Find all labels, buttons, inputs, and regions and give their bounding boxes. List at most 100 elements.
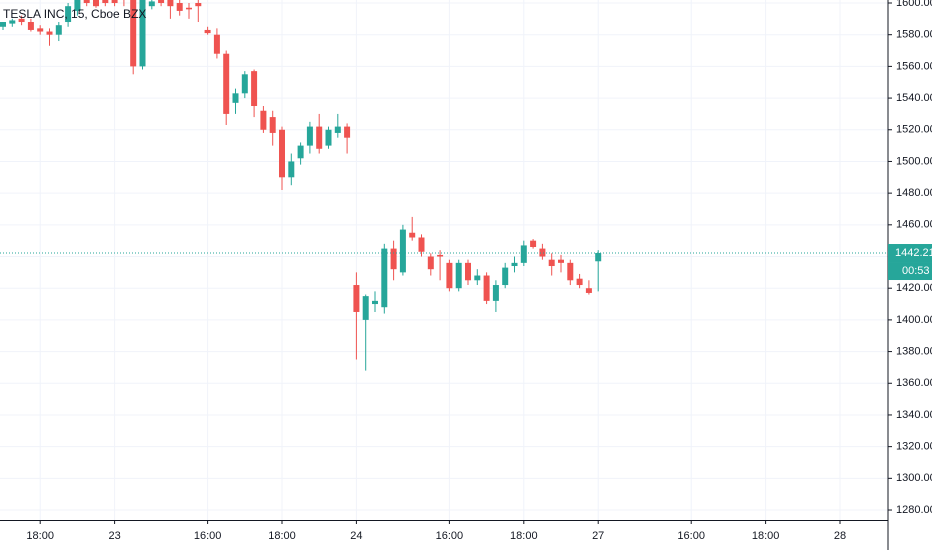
candle-body bbox=[65, 6, 72, 23]
candle-body bbox=[195, 3, 202, 7]
candle-body bbox=[232, 93, 239, 103]
x-tick-label: 16:00 bbox=[194, 530, 222, 542]
candle-body bbox=[344, 126, 351, 138]
x-tick-label: 18:00 bbox=[510, 530, 538, 542]
candle-body bbox=[567, 262, 574, 281]
last-price-box bbox=[888, 244, 932, 263]
candle-body bbox=[353, 285, 360, 312]
y-tick-label: 1340.00 bbox=[896, 409, 932, 421]
y-tick-label: 1420.00 bbox=[896, 282, 932, 294]
candle-body bbox=[483, 275, 490, 301]
x-tick-label: 24 bbox=[350, 530, 362, 542]
candle-body bbox=[492, 285, 499, 301]
candle-body bbox=[83, 0, 90, 4]
candle-body bbox=[520, 245, 527, 263]
candle-body bbox=[418, 237, 425, 252]
y-tick-label: 1280.00 bbox=[896, 504, 932, 516]
candle-body bbox=[381, 248, 388, 308]
y-tick-label: 1520.00 bbox=[896, 124, 932, 136]
chart-title: TESLA INC, 15, Cboe BZX bbox=[3, 7, 146, 21]
candle-body bbox=[130, 0, 137, 67]
x-tick-label: 16:00 bbox=[677, 530, 705, 542]
countdown-box bbox=[888, 262, 932, 281]
candle-body bbox=[455, 262, 462, 289]
candle-body bbox=[158, 0, 165, 4]
candle-body bbox=[148, 1, 155, 7]
y-tick-label: 1400.00 bbox=[896, 314, 932, 326]
candles bbox=[0, 0, 602, 371]
candle-body bbox=[511, 262, 518, 267]
candle-body bbox=[55, 25, 62, 35]
y-tick-label: 1560.00 bbox=[896, 60, 932, 72]
y-tick-label: 1320.00 bbox=[896, 441, 932, 453]
candle-body bbox=[288, 161, 295, 178]
candle-body bbox=[372, 300, 378, 305]
candle-body bbox=[269, 117, 276, 133]
candle-body bbox=[306, 126, 313, 146]
candle-body bbox=[474, 275, 481, 281]
candle-body bbox=[251, 71, 258, 106]
candle-body bbox=[167, 0, 174, 7]
grid bbox=[0, 0, 888, 520]
candle-body bbox=[409, 232, 416, 238]
candle-body bbox=[46, 31, 53, 35]
y-tick-label: 1460.00 bbox=[896, 219, 932, 231]
candle-body bbox=[316, 126, 323, 149]
candle-body bbox=[213, 34, 220, 54]
candle-body bbox=[139, 0, 146, 67]
candle-body bbox=[362, 296, 369, 320]
y-tick-label: 1480.00 bbox=[896, 187, 932, 199]
candle-body bbox=[74, 0, 81, 11]
axes: 1280.00 1300.00 1320.00 1340.00 1360.00 1380.… bbox=[26, 0, 932, 542]
candle-body bbox=[576, 278, 583, 286]
candle-body bbox=[334, 126, 341, 133]
candle-body bbox=[530, 240, 537, 248]
y-tick-label: 1600.00 bbox=[896, 0, 932, 9]
candle-body bbox=[279, 129, 285, 178]
countdown-label: 00:53 bbox=[902, 265, 930, 277]
x-tick-label: 18:00 bbox=[752, 530, 780, 542]
candle-body bbox=[18, 18, 25, 23]
candle-body bbox=[176, 3, 183, 11]
candle-body bbox=[241, 74, 248, 94]
x-tick-label: 23 bbox=[108, 530, 120, 542]
last-price-label: 1442.21 bbox=[895, 247, 932, 259]
candle-body bbox=[102, 0, 109, 4]
candle-body bbox=[223, 53, 230, 114]
candle-body bbox=[9, 20, 16, 24]
x-tick-label: 18:00 bbox=[26, 530, 54, 542]
x-tick-label: 27 bbox=[592, 530, 604, 542]
candle-body bbox=[437, 254, 444, 257]
x-tick-label: 28 bbox=[834, 530, 846, 542]
candle-body bbox=[93, 0, 99, 7]
candle-body bbox=[585, 288, 592, 293]
x-tick-label: 16:00 bbox=[436, 530, 464, 542]
candle-body bbox=[446, 262, 453, 289]
y-tick-label: 1580.00 bbox=[896, 29, 932, 41]
candle-body bbox=[111, 0, 118, 4]
y-tick-label: 1380.00 bbox=[896, 345, 932, 357]
candle-body bbox=[297, 145, 304, 159]
candle-body bbox=[465, 262, 471, 281]
candle-body bbox=[0, 22, 6, 27]
candle-body bbox=[558, 259, 564, 263]
y-tick-label: 1360.00 bbox=[896, 377, 932, 389]
y-tick-label: 1540.00 bbox=[896, 92, 932, 104]
y-tick-label: 1500.00 bbox=[896, 155, 932, 167]
candle-body bbox=[399, 229, 406, 273]
candle-body bbox=[595, 253, 602, 262]
candle-body bbox=[204, 29, 211, 34]
candle-body bbox=[390, 248, 397, 270]
candle-body bbox=[502, 267, 509, 286]
candle-body bbox=[27, 22, 34, 30]
candle-body bbox=[539, 248, 546, 257]
candle-body bbox=[186, 7, 192, 10]
candle-body bbox=[37, 28, 44, 32]
candle-body bbox=[427, 256, 434, 270]
y-tick-label: 1300.00 bbox=[896, 472, 932, 484]
x-tick-label: 18:00 bbox=[268, 530, 296, 542]
candle-body bbox=[548, 259, 555, 267]
candle-body bbox=[260, 110, 267, 130]
candle-body bbox=[325, 129, 332, 146]
